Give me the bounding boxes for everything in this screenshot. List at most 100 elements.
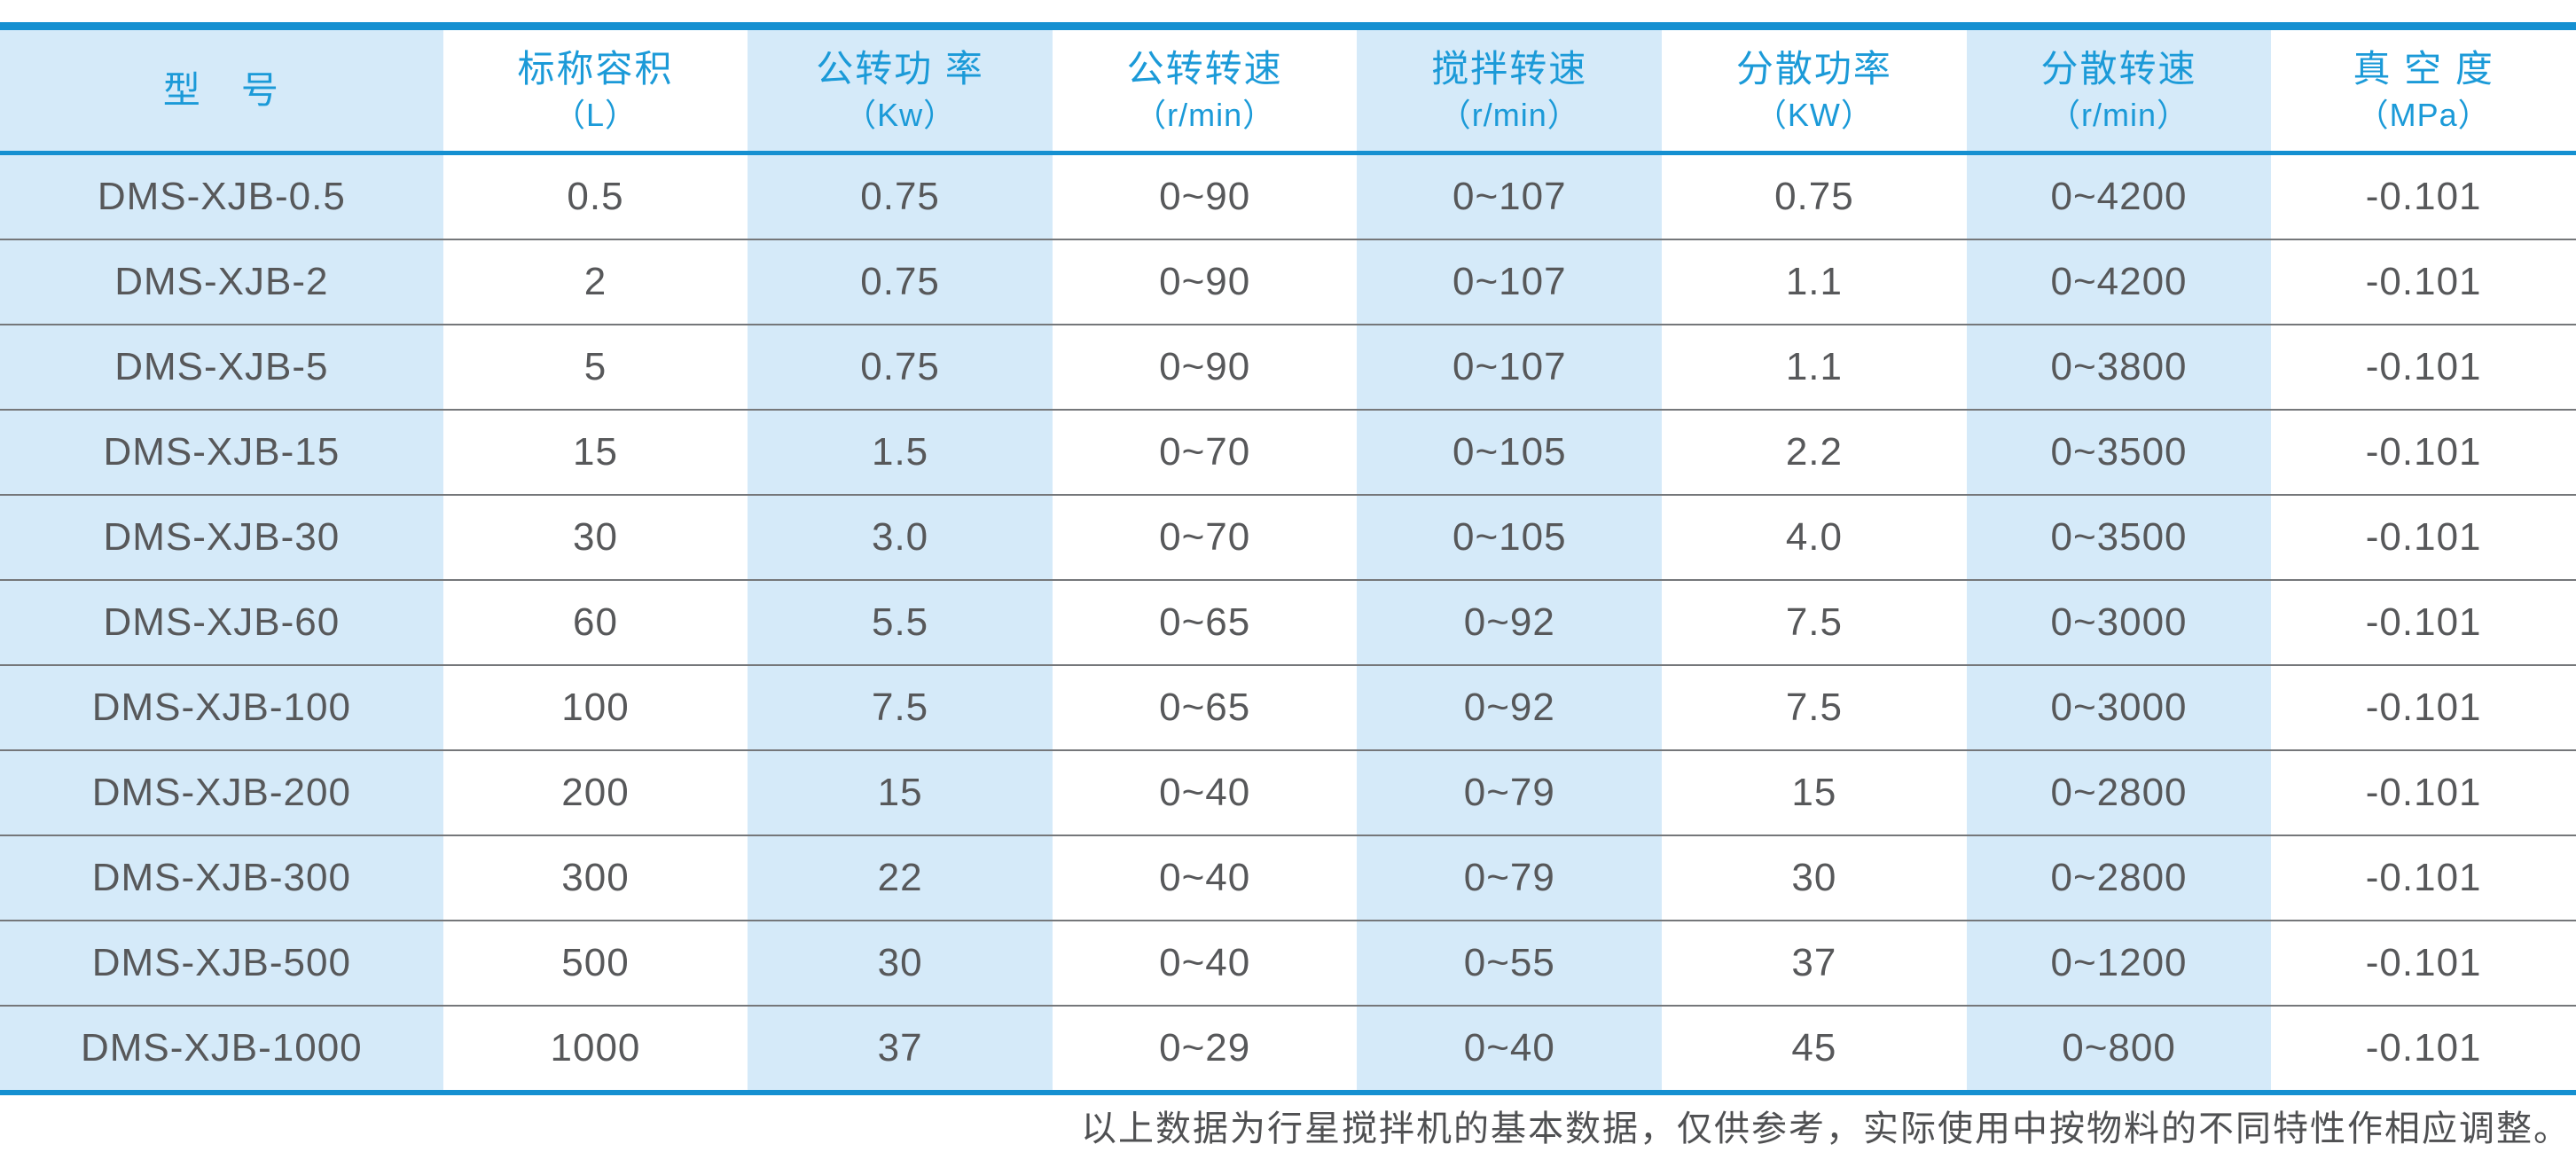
spec-cell: -0.101 xyxy=(2271,749,2576,835)
spec-cell: 0~40 xyxy=(1052,749,1358,835)
spec-cell: 0~79 xyxy=(1357,835,1663,921)
model-cell: DMS-XJB-200 xyxy=(0,749,443,835)
spec-cell: 1.1 xyxy=(1662,324,1967,410)
spec-cell: -0.101 xyxy=(2271,579,2576,665)
spec-cell: 7.5 xyxy=(748,664,1053,750)
table-row: DMS-XJB-200 200 15 0~40 0~79 15 0~2800 -0.101 xyxy=(0,749,2576,835)
column-header: 公转功 率 （Kw） xyxy=(748,26,1053,155)
spec-cell: 0~3500 xyxy=(1966,494,2272,580)
spec-cell: 300 xyxy=(442,835,748,921)
column-header-label: 真 空 度 xyxy=(2353,48,2494,90)
column-header: 标称容积 （L） xyxy=(442,26,748,155)
spec-cell: 0~107 xyxy=(1357,153,1663,239)
spec-cell: 0~3500 xyxy=(1966,409,2272,495)
spec-cell: 0~90 xyxy=(1052,324,1358,410)
spec-cell: 37 xyxy=(748,1005,1053,1093)
spec-cell: 1.1 xyxy=(1662,239,1967,325)
model-cell: DMS-XJB-60 xyxy=(0,579,443,665)
spec-cell: -0.101 xyxy=(2271,920,2576,1006)
model-cell: DMS-XJB-5 xyxy=(0,324,443,410)
spec-cell: 0~4200 xyxy=(1966,239,2272,325)
column-header-unit: （KW） xyxy=(1754,97,1874,134)
spec-cell: 2.2 xyxy=(1662,409,1967,495)
table-row: DMS-XJB-1000 1000 37 0~29 0~40 45 0~800 -0.101 xyxy=(0,1005,2576,1093)
table-row: DMS-XJB-2 2 0.75 0~90 0~107 1.1 0~4200 -0.101 xyxy=(0,239,2576,325)
table-row: DMS-XJB-30 30 3.0 0~70 0~105 4.0 0~3500 -0.101 xyxy=(0,494,2576,580)
spec-cell: 45 xyxy=(1662,1005,1967,1093)
model-cell: DMS-XJB-1000 xyxy=(0,1005,443,1093)
column-header-label: 分散转速 xyxy=(2040,48,2197,90)
spec-cell: 0~90 xyxy=(1159,175,1251,218)
column-header: 型 号 xyxy=(0,26,443,155)
spec-cell: -0.101 xyxy=(2271,324,2576,410)
spec-cell: 0.5 xyxy=(567,175,624,218)
spec-cell: 0~70 xyxy=(1052,409,1358,495)
spec-cell: 0~3000 xyxy=(1966,579,2272,665)
spec-cell: 0~79 xyxy=(1357,749,1663,835)
spec-cell: 2 xyxy=(442,239,748,325)
column-header-label: 公转转速 xyxy=(1126,48,1283,90)
spec-cell: 0~800 xyxy=(1966,1005,2272,1093)
table-body: DMS-XJB-0.5 0.5 0.75 0~90 0~107 0.75 0~4200 -0.… xyxy=(0,153,2576,1093)
spec-cell: 0~65 xyxy=(1052,579,1358,665)
spec-cell: 37 xyxy=(1662,920,1967,1006)
spec-cell: 0~105 xyxy=(1357,494,1663,580)
column-header: 分散功率 （KW） xyxy=(1662,26,1967,155)
spec-cell: -0.101 xyxy=(2365,175,2482,218)
model-cell: DMS-XJB-100 xyxy=(0,664,443,750)
spec-cell: -0.101 xyxy=(2271,409,2576,495)
spec-cell: 30 xyxy=(1662,835,1967,921)
spec-cell: 0~92 xyxy=(1357,579,1663,665)
model-cell: DMS-XJB-500 xyxy=(0,920,443,1006)
spec-cell: 60 xyxy=(442,579,748,665)
footnote: 以上数据为行星搅拌机的基本数据，仅供参考，实际使用中按物料的不同特性作相应调整。 xyxy=(1081,1109,2571,1148)
spec-cell: -0.101 xyxy=(2271,1005,2576,1093)
spec-cell: 0~2800 xyxy=(1966,835,2272,921)
spec-cell: 30 xyxy=(748,920,1053,1006)
spec-cell: 7.5 xyxy=(1662,664,1967,750)
spec-cell: 0~40 xyxy=(1357,1005,1663,1093)
spec-cell: 4.0 xyxy=(1662,494,1967,580)
table-row: DMS-XJB-60 60 5.5 0~65 0~92 7.5 0~3000 -0.101 xyxy=(0,579,2576,665)
spec-cell: 3.0 xyxy=(748,494,1053,580)
spec-cell: -0.101 xyxy=(2271,239,2576,325)
spec-cell: 200 xyxy=(442,749,748,835)
spec-cell: 30 xyxy=(442,494,748,580)
spec-cell: 0~40 xyxy=(1052,835,1358,921)
column-header: 真 空 度 （MPa） xyxy=(2271,26,2576,155)
spec-cell: 0~55 xyxy=(1357,920,1663,1006)
column-header-label: 标称容积 xyxy=(517,48,674,90)
spec-cell: 0.75 xyxy=(748,239,1053,325)
spec-cell: 0~40 xyxy=(1052,920,1358,1006)
column-header-unit: （r/min） xyxy=(1438,97,1580,134)
column-header: 公转转速 （r/min） xyxy=(1052,26,1358,155)
column-header-unit: （r/min） xyxy=(2048,97,2189,134)
spec-cell: 0.75 xyxy=(748,324,1053,410)
spec-cell: 0.75 xyxy=(1774,175,1854,218)
model-cell: DMS-XJB-15 xyxy=(0,409,443,495)
spec-cell: 22 xyxy=(748,835,1053,921)
spec-cell: 15 xyxy=(1662,749,1967,835)
column-header-unit: （MPa） xyxy=(2356,97,2491,134)
column-header-label: 搅拌转速 xyxy=(1431,48,1588,90)
spec-cell: 0~105 xyxy=(1357,409,1663,495)
spec-cell: 15 xyxy=(748,749,1053,835)
column-header-unit: （Kw） xyxy=(844,97,957,134)
column-header-label: 分散功率 xyxy=(1735,48,1892,90)
spec-cell: 0~107 xyxy=(1357,239,1663,325)
spec-cell: 0~92 xyxy=(1357,664,1663,750)
spec-cell: 0~3000 xyxy=(1966,664,2272,750)
column-header-unit: （r/min） xyxy=(1134,97,1276,134)
model-cell: DMS-XJB-300 xyxy=(0,835,443,921)
spec-cell: 0~70 xyxy=(1052,494,1358,580)
model-cell: DMS-XJB-2 xyxy=(0,239,443,325)
column-header-label: 型 号 xyxy=(162,68,280,111)
model-cell: DMS-XJB-30 xyxy=(0,494,443,580)
spec-cell: -0.101 xyxy=(2271,494,2576,580)
table-row: DMS-XJB-300 300 22 0~40 0~79 30 0~2800 -0.101 xyxy=(0,835,2576,921)
table-row: DMS-XJB-0.5 0.5 0.75 0~90 0~107 0.75 0~4200 -0.… xyxy=(0,153,2576,239)
spec-cell: 0~107 xyxy=(1357,324,1663,410)
spec-cell: 0~2800 xyxy=(1966,749,2272,835)
table-row: DMS-XJB-15 15 1.5 0~70 0~105 2.2 0~3500 -0.101 xyxy=(0,409,2576,495)
column-header: 分散转速 （r/min） xyxy=(1966,26,2272,155)
